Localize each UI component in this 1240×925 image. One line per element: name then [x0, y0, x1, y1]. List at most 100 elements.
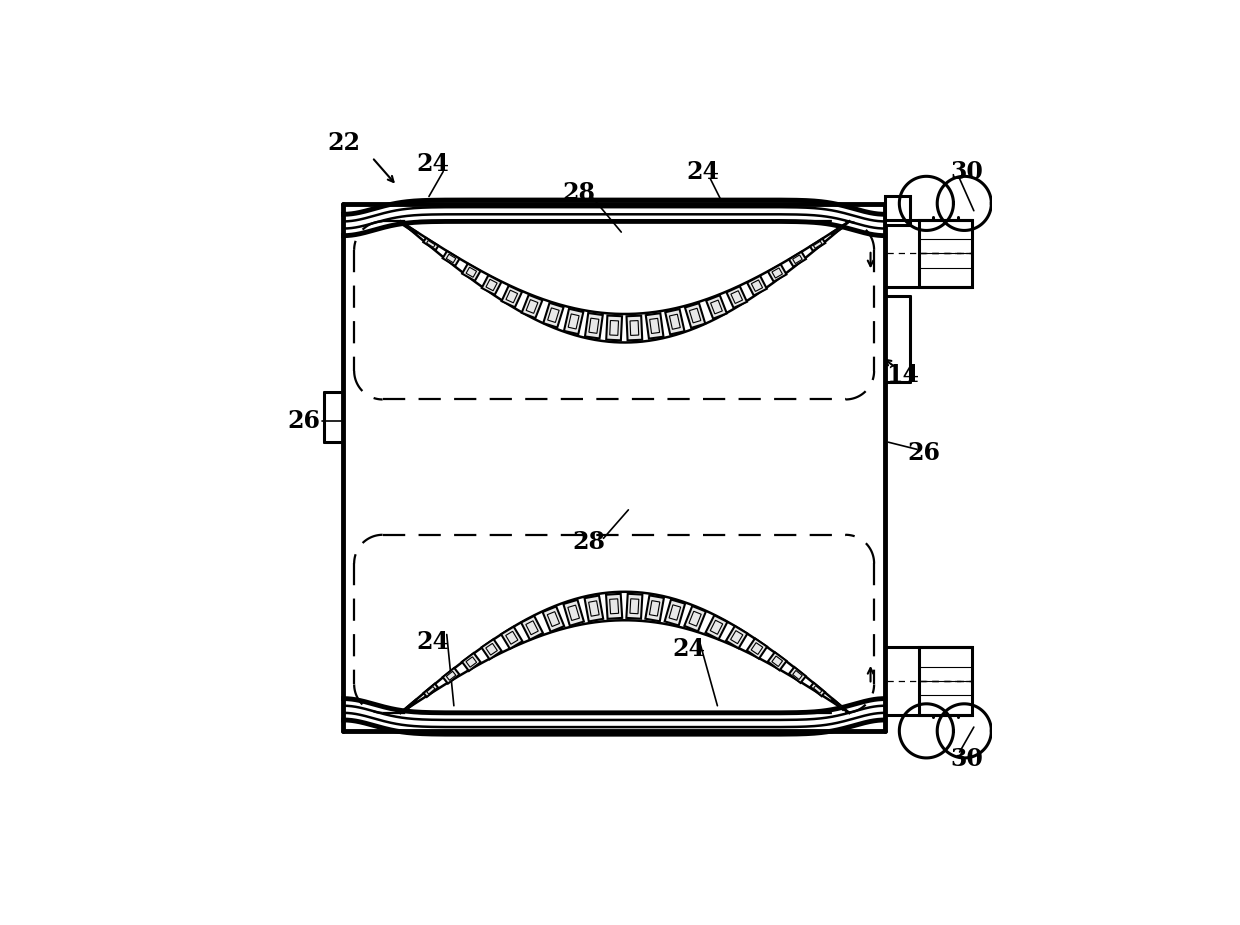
FancyBboxPatch shape: [563, 599, 584, 625]
Bar: [919, 219, 972, 288]
FancyBboxPatch shape: [606, 315, 622, 340]
FancyBboxPatch shape: [730, 290, 743, 303]
FancyBboxPatch shape: [835, 701, 842, 708]
FancyBboxPatch shape: [522, 295, 542, 318]
FancyBboxPatch shape: [630, 321, 639, 336]
FancyBboxPatch shape: [466, 657, 476, 667]
FancyBboxPatch shape: [626, 315, 642, 340]
FancyBboxPatch shape: [711, 621, 723, 635]
FancyBboxPatch shape: [727, 286, 746, 308]
FancyBboxPatch shape: [481, 276, 501, 295]
FancyBboxPatch shape: [589, 318, 599, 333]
FancyBboxPatch shape: [689, 308, 701, 323]
FancyBboxPatch shape: [521, 616, 543, 640]
FancyBboxPatch shape: [706, 615, 728, 639]
Text: 28: 28: [562, 181, 595, 205]
FancyBboxPatch shape: [646, 314, 663, 339]
FancyBboxPatch shape: [501, 626, 522, 648]
FancyBboxPatch shape: [746, 638, 768, 659]
FancyBboxPatch shape: [792, 671, 802, 680]
FancyBboxPatch shape: [665, 599, 684, 625]
FancyBboxPatch shape: [670, 314, 681, 329]
Text: 24: 24: [415, 153, 449, 177]
FancyBboxPatch shape: [585, 313, 603, 339]
FancyBboxPatch shape: [568, 605, 579, 621]
FancyBboxPatch shape: [810, 239, 826, 251]
Text: 26: 26: [288, 409, 321, 433]
FancyBboxPatch shape: [665, 309, 684, 335]
FancyBboxPatch shape: [746, 276, 766, 295]
FancyBboxPatch shape: [706, 295, 727, 319]
FancyBboxPatch shape: [443, 251, 460, 265]
FancyBboxPatch shape: [751, 280, 763, 291]
FancyBboxPatch shape: [463, 653, 481, 671]
Text: 30: 30: [950, 159, 983, 183]
FancyBboxPatch shape: [684, 606, 706, 632]
FancyBboxPatch shape: [584, 596, 603, 622]
FancyBboxPatch shape: [650, 600, 660, 616]
FancyBboxPatch shape: [427, 686, 435, 694]
Bar: [919, 647, 972, 715]
FancyBboxPatch shape: [501, 286, 522, 307]
FancyBboxPatch shape: [407, 702, 414, 709]
FancyBboxPatch shape: [789, 667, 806, 683]
FancyBboxPatch shape: [610, 320, 619, 336]
FancyBboxPatch shape: [789, 252, 806, 266]
FancyBboxPatch shape: [526, 621, 538, 635]
Text: 28: 28: [573, 530, 605, 554]
FancyBboxPatch shape: [792, 255, 802, 264]
FancyBboxPatch shape: [835, 228, 842, 232]
Text: 26: 26: [908, 441, 940, 465]
FancyBboxPatch shape: [684, 303, 706, 328]
Bar: [885, 196, 910, 225]
FancyBboxPatch shape: [589, 601, 599, 616]
FancyBboxPatch shape: [626, 594, 642, 619]
FancyBboxPatch shape: [526, 300, 538, 314]
FancyBboxPatch shape: [689, 611, 702, 626]
Text: 24: 24: [672, 636, 706, 660]
FancyBboxPatch shape: [568, 314, 579, 329]
Text: 24: 24: [687, 159, 719, 183]
Text: 14: 14: [887, 363, 919, 387]
FancyBboxPatch shape: [404, 700, 417, 710]
FancyBboxPatch shape: [606, 594, 622, 619]
Text: 24: 24: [415, 630, 449, 654]
FancyBboxPatch shape: [773, 268, 782, 278]
FancyBboxPatch shape: [832, 699, 844, 709]
FancyBboxPatch shape: [547, 611, 559, 626]
FancyBboxPatch shape: [650, 318, 660, 334]
FancyBboxPatch shape: [543, 302, 563, 327]
FancyBboxPatch shape: [486, 279, 497, 290]
FancyBboxPatch shape: [645, 596, 663, 622]
FancyBboxPatch shape: [813, 685, 822, 693]
FancyBboxPatch shape: [711, 300, 723, 314]
FancyBboxPatch shape: [768, 265, 786, 282]
FancyBboxPatch shape: [506, 631, 518, 644]
FancyBboxPatch shape: [466, 267, 476, 278]
FancyBboxPatch shape: [427, 240, 435, 247]
FancyBboxPatch shape: [725, 626, 748, 648]
FancyBboxPatch shape: [548, 308, 559, 323]
FancyBboxPatch shape: [443, 668, 460, 684]
FancyBboxPatch shape: [831, 225, 844, 235]
FancyBboxPatch shape: [481, 639, 502, 660]
FancyBboxPatch shape: [423, 238, 439, 250]
FancyBboxPatch shape: [813, 241, 822, 248]
FancyBboxPatch shape: [407, 227, 414, 231]
FancyBboxPatch shape: [446, 672, 456, 680]
Text: 30: 30: [950, 747, 983, 771]
FancyBboxPatch shape: [768, 652, 786, 671]
FancyBboxPatch shape: [446, 254, 456, 263]
FancyBboxPatch shape: [630, 598, 639, 613]
FancyBboxPatch shape: [564, 309, 583, 334]
FancyBboxPatch shape: [811, 683, 825, 697]
FancyBboxPatch shape: [730, 631, 743, 644]
FancyBboxPatch shape: [404, 224, 417, 234]
FancyBboxPatch shape: [506, 290, 517, 302]
FancyBboxPatch shape: [670, 605, 681, 620]
FancyBboxPatch shape: [771, 656, 782, 667]
FancyBboxPatch shape: [463, 264, 481, 281]
FancyBboxPatch shape: [424, 684, 438, 697]
FancyBboxPatch shape: [751, 643, 763, 655]
FancyBboxPatch shape: [610, 598, 619, 614]
